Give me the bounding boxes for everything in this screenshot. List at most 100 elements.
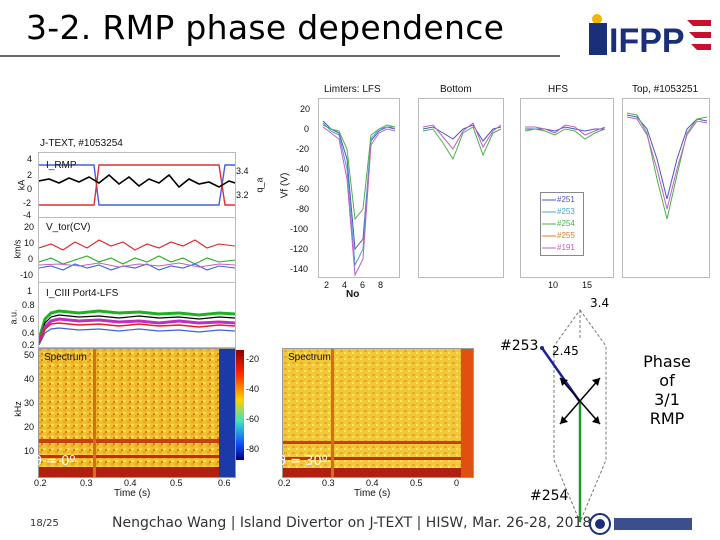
ciii-ytick: 0.4: [22, 328, 35, 338]
irmp-ytick: -2: [23, 198, 32, 208]
schematic-top-value: 3.4: [590, 296, 610, 310]
shot-label: J-TEXT, #1053254: [40, 138, 123, 149]
ifpp-logo: IFPP: [589, 14, 711, 56]
spectrogram-middle: [283, 349, 473, 477]
probe-lfs-plot: [322, 120, 396, 277]
colorbar-tick: -20: [246, 354, 260, 364]
ciii-yunit: a.u.: [8, 309, 19, 325]
probe-xtick: 8: [378, 280, 384, 290]
spectrum-mid-xtick: 0.4: [366, 478, 379, 488]
spectrum-ytick: 40: [24, 374, 35, 384]
spectrum-label-middle: Spectrum: [288, 352, 331, 363]
spectrum-xtick: 0.4: [124, 478, 137, 488]
vtor-plot: [38, 239, 236, 271]
spectrum-mid-xtick: 0: [454, 478, 460, 488]
phase-note-line: Phase: [643, 352, 691, 371]
probe-subplot-bottom: [418, 98, 504, 278]
probe-xtick: 6: [360, 280, 366, 290]
probe-ytick: 0: [304, 124, 310, 134]
spectrum-xlabel-left: Time (s): [114, 488, 151, 499]
probe-ytick: -40: [296, 164, 310, 174]
spectrum-mid-xtick: 0.3: [322, 478, 335, 488]
qa-unit: q_a: [254, 177, 265, 193]
vtor-ytick: 0: [28, 254, 34, 264]
probe-top-plot: [626, 112, 708, 220]
irmp-label: I_RMP: [46, 160, 77, 171]
irmp-ytick: -4: [23, 210, 32, 220]
spectrum-label-left: Spectrum: [44, 352, 87, 363]
ciii-plot: [37, 309, 236, 346]
vtor-ytick: 20: [24, 222, 35, 232]
ciii-ytick: 0.8: [22, 300, 35, 310]
legend-entry: #253: [557, 207, 575, 216]
irmp-plot: [38, 164, 236, 206]
probe-subplot-lfs: [318, 98, 400, 278]
legend-markers: [542, 199, 556, 249]
probe-subplot-top: [622, 98, 710, 278]
spectrum-ytick: 50: [24, 350, 35, 360]
colorbar-tick: -60: [246, 414, 260, 424]
spectrum-yunit: kHz: [12, 401, 23, 417]
footer-text: Nengchao Wang | Island Divertor on J-TEX…: [112, 515, 592, 531]
probe-title: HFS: [548, 84, 568, 95]
spectrum-xtick: 0.2: [34, 478, 47, 488]
phase-label-0: θ = 0º: [34, 454, 76, 469]
spectrum-xlabel-middle: Time (s): [354, 488, 391, 499]
irmp-ytick: 4: [27, 154, 33, 164]
colorbar-tick: -80: [246, 444, 260, 454]
irmp-yunit: kA: [16, 179, 27, 191]
probe-ytick: -140: [290, 264, 309, 274]
vtor-ytick: 10: [24, 238, 35, 248]
spectrum-xtick: 0.3: [80, 478, 93, 488]
colorbar-tick: -40: [246, 384, 260, 394]
probe-xtick: 10: [548, 280, 559, 290]
irmp-ytick: 2: [27, 170, 33, 180]
probe-xtick: 4: [342, 280, 348, 290]
spectrum-ytick: 10: [24, 446, 35, 456]
probe-title: Bottom: [440, 84, 472, 95]
ciii-ytick: 0.2: [22, 340, 35, 350]
probe-title: Limters: LFS: [324, 84, 381, 95]
probe-title: Top, #1053251: [632, 84, 699, 95]
phase-note-line: 3/1: [654, 390, 680, 409]
probe-ytick: 20: [300, 104, 311, 114]
spectrum-ytick: 20: [24, 422, 35, 432]
phase-label-30: θ = 30º: [278, 454, 328, 469]
probe-ylabel: Vf (V): [279, 172, 291, 199]
value-245-label: 2.45: [552, 344, 579, 358]
irmp-panel: [38, 152, 236, 218]
spectrum-panel-left: [38, 348, 236, 478]
qa-tick: 3.2: [236, 190, 249, 200]
shot-253-label: #253: [500, 338, 539, 354]
spectrum-ytick: 30: [24, 398, 35, 408]
spectrum-panel-middle: [282, 348, 474, 478]
probe-xtick: 2: [324, 280, 330, 290]
spectrogram-left: [39, 349, 235, 477]
university-logo: [589, 513, 692, 535]
probe-ytick: -80: [296, 204, 310, 214]
legend-entry: #254: [557, 219, 575, 228]
vtor-label: V_tor(CV): [46, 222, 91, 233]
spectrum-xtick: 0.6: [218, 478, 231, 488]
probe-bottom-plot: [422, 122, 502, 161]
probe-ytick: -20: [296, 144, 310, 154]
probe-xtick: 15: [582, 280, 593, 290]
slide-title: 3-2. RMP phase dependence: [26, 8, 505, 47]
qa-tick: 3.4: [236, 166, 249, 176]
probe-ytick: -100: [290, 224, 309, 234]
title-underline: [0, 55, 560, 57]
legend-entry: #191: [557, 243, 575, 252]
shot-254-label: #254: [530, 488, 569, 504]
ciii-ytick: 1: [27, 286, 33, 296]
spectrum-mid-xtick: 0.5: [410, 478, 423, 488]
probe-ytick: -60: [296, 184, 310, 194]
ciii-label: I_CIII Port4-LFS: [46, 288, 119, 299]
probe-ytick: -120: [290, 244, 309, 254]
irmp-ytick: 0: [27, 184, 33, 194]
vtor-yunit: km/s: [12, 239, 23, 259]
ciii-panel: [37, 282, 236, 348]
phase-note-line: of: [659, 371, 675, 390]
colorbar: [236, 350, 244, 460]
spectrum-mid-xtick: 0.2: [278, 478, 291, 488]
vtor-ytick: -10: [20, 270, 34, 280]
